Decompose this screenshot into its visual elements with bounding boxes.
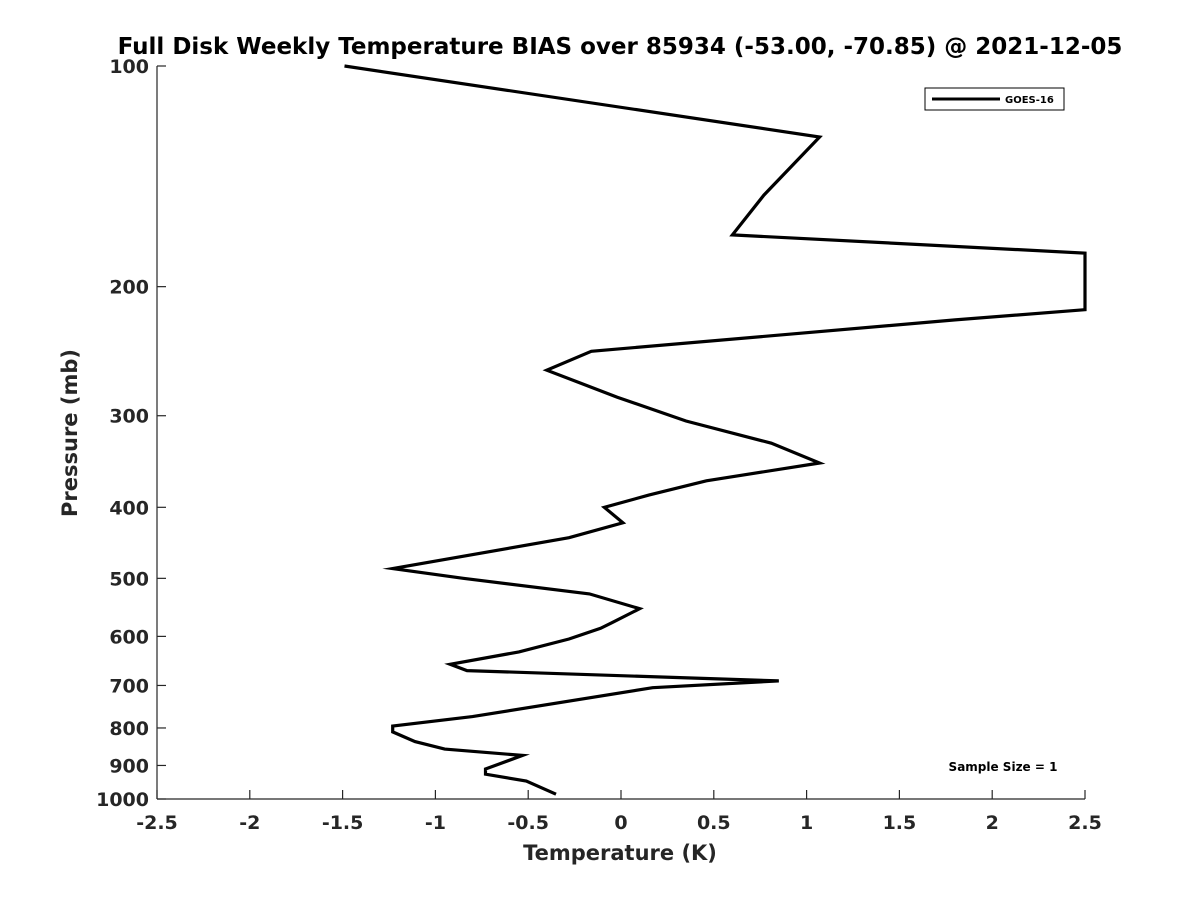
legend-label-goes16: GOES-16 [1005, 95, 1054, 106]
x-tick-label: 0.5 [697, 812, 731, 834]
x-tick-label: -1.5 [322, 812, 364, 834]
y-tick-label: 700 [109, 675, 149, 697]
x-tick-label: -0.5 [507, 812, 549, 834]
y-tick-label: 900 [109, 755, 149, 777]
y-tick-label: 600 [109, 626, 149, 648]
legend: GOES-16 [924, 87, 1065, 111]
y-tick-label: 100 [109, 56, 149, 78]
y-axis-label: Pressure (mb) [58, 349, 82, 517]
sample-size-annotation: Sample Size = 1 [949, 760, 1058, 774]
x-tick-label: 1.5 [883, 812, 917, 834]
y-tick-label: 800 [109, 718, 149, 740]
x-tick-label: -2 [239, 812, 260, 834]
series-line-goes16 [344, 64, 1087, 796]
y-tick-label: 300 [109, 406, 149, 428]
x-tick-label: -1 [425, 812, 446, 834]
x-tick-label: 0 [614, 812, 627, 834]
series-group [344, 64, 1087, 796]
y-tick-label: 400 [109, 497, 149, 519]
x-tick-label: 1 [800, 812, 813, 834]
y-tick-label: 200 [109, 277, 149, 299]
chart-title: Full Disk Weekly Temperature BIAS over 8… [118, 34, 1123, 60]
axes: -2.5 -2 -1.5 -1 -0.5 0 0.5 1 1.5 2 2.5 100 200 300 400… [96, 56, 1102, 834]
y-tick-label: 1000 [96, 789, 149, 811]
x-tick-label: 2 [986, 812, 999, 834]
y-tick-label: 500 [109, 568, 149, 590]
x-axis-label: Temperature (K) [523, 841, 717, 865]
x-tick-label: -2.5 [136, 812, 178, 834]
x-tick-label: 2.5 [1068, 812, 1102, 834]
